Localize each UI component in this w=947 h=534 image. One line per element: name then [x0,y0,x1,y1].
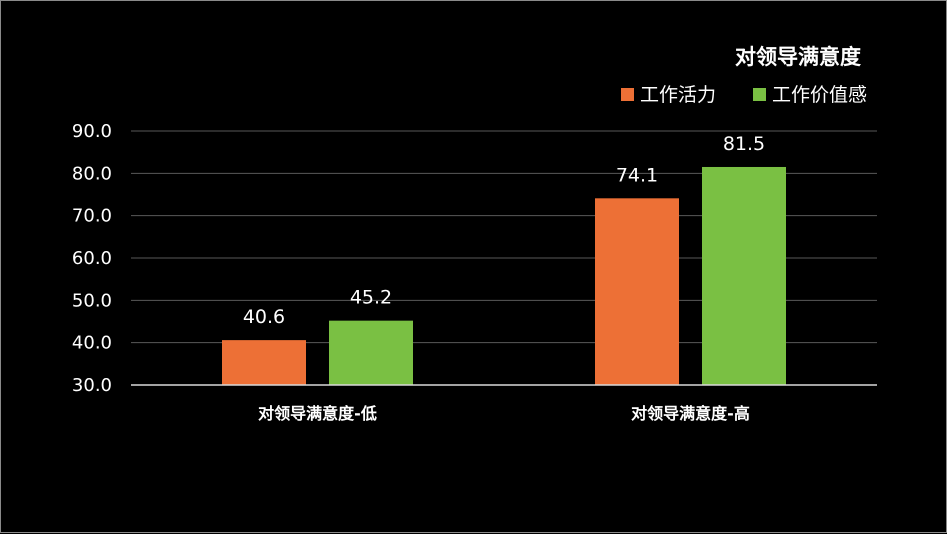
bar-gongzuo-huoli-0 [222,340,306,385]
legend-label: 工作价值感 [772,84,867,106]
x-category-label: 对领导满意度-高 [631,404,750,423]
bar-gongzuo-huoli-1 [595,198,679,385]
y-tick-label: 80.0 [72,163,112,184]
data-label: 74.1 [616,164,658,186]
legend-swatch [621,88,634,101]
x-axis-categories: 对领导满意度-低 对领导满意度-高 [258,404,750,423]
y-tick-label: 70.0 [72,206,112,227]
y-tick-label: 90.0 [72,121,112,142]
data-label: 45.2 [350,287,392,309]
legend-swatch [753,88,766,101]
bar-gongzuo-jiazhigan-0 [329,320,413,385]
bar-gongzuo-jiazhigan-1 [702,166,786,385]
legend-label: 工作活力 [640,84,716,106]
y-tick-label: 60.0 [72,248,112,269]
chart-title: 对领导满意度 [735,45,861,69]
data-label: 81.5 [723,133,765,155]
y-axis-ticks: 30.0 40.0 50.0 60.0 70.0 80.0 90.0 [72,121,112,396]
bars [222,166,786,385]
legend: 工作活力 工作价值感 [621,84,867,106]
data-labels: 40.6 45.2 74.1 81.5 [243,133,765,328]
y-tick-label: 30.0 [72,375,112,396]
y-tick-label: 40.0 [72,333,112,354]
x-category-label: 对领导满意度-低 [258,404,377,423]
y-tick-label: 50.0 [72,290,112,311]
data-label: 40.6 [243,306,285,328]
